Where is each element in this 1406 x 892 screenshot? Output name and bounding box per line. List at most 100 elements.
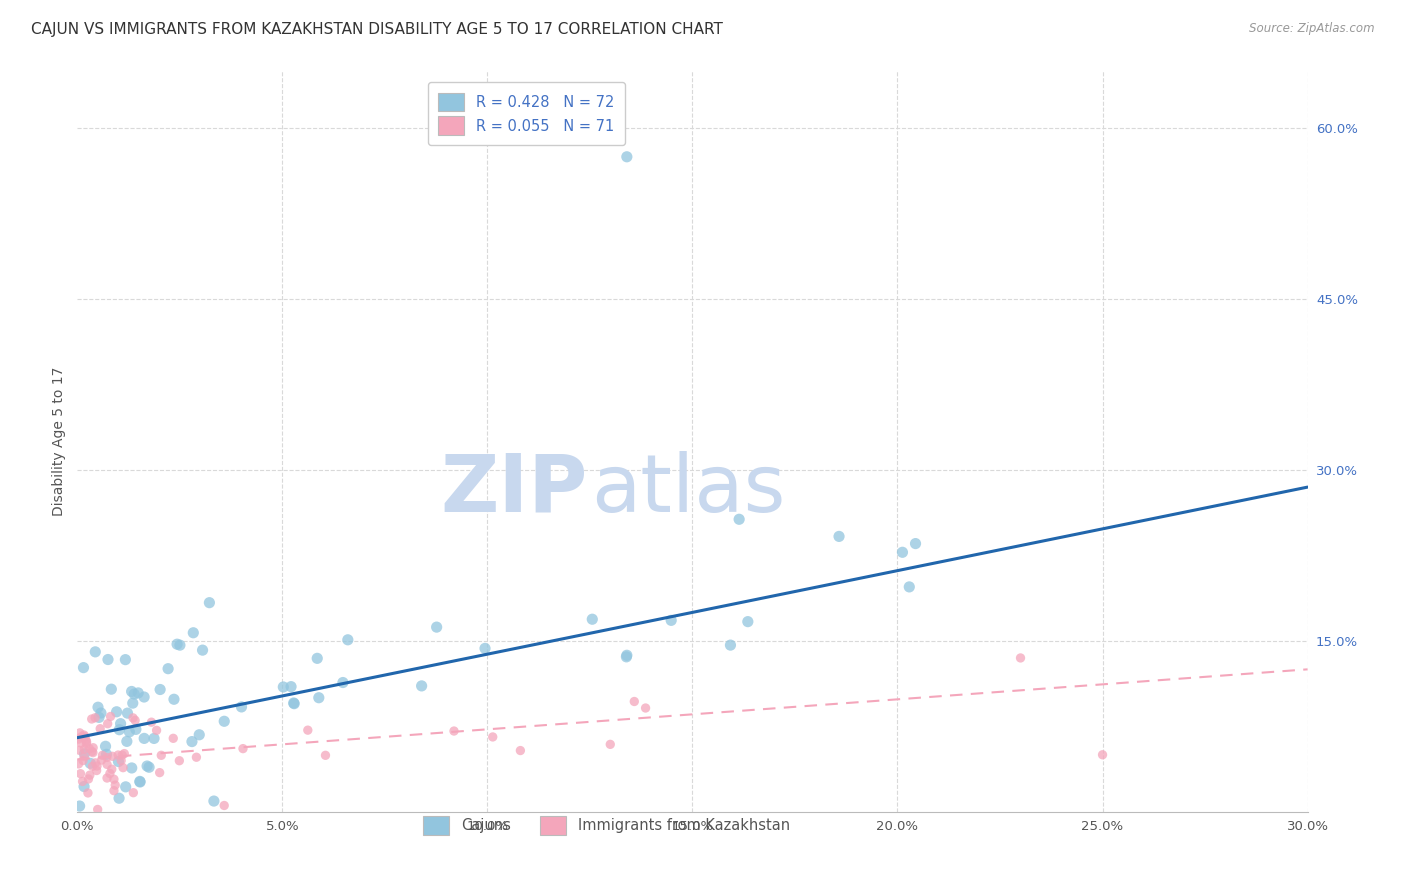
Point xyxy=(169,638,191,652)
Point xyxy=(69,726,91,740)
Point xyxy=(72,774,94,789)
Point xyxy=(103,772,125,787)
Point xyxy=(114,780,136,794)
Point xyxy=(75,737,97,751)
Point xyxy=(103,783,125,797)
Point xyxy=(150,748,173,763)
Point xyxy=(828,529,851,543)
Point xyxy=(149,682,172,697)
Point xyxy=(129,775,152,789)
Point xyxy=(198,596,221,610)
Point xyxy=(145,723,167,738)
Text: CAJUN VS IMMIGRANTS FROM KAZAKHSTAN DISABILITY AGE 5 TO 17 CORRELATION CHART: CAJUN VS IMMIGRANTS FROM KAZAKHSTAN DISA… xyxy=(31,22,723,37)
Point xyxy=(212,798,235,813)
Point xyxy=(67,743,90,757)
Point xyxy=(186,750,208,764)
Point xyxy=(101,749,124,764)
Point xyxy=(509,743,531,757)
Point xyxy=(101,762,124,776)
Point xyxy=(157,662,180,676)
Point xyxy=(96,747,118,762)
Point xyxy=(80,744,103,758)
Point xyxy=(118,724,141,739)
Point xyxy=(122,687,145,701)
Point xyxy=(121,684,143,698)
Point xyxy=(75,733,97,747)
Point xyxy=(134,731,156,746)
Point xyxy=(96,771,118,785)
Point xyxy=(94,739,117,754)
Point xyxy=(481,730,503,744)
Point xyxy=(112,761,135,775)
Point xyxy=(122,786,145,800)
Point xyxy=(100,709,122,723)
Point xyxy=(166,637,188,651)
Point xyxy=(84,756,107,770)
Point xyxy=(112,747,135,761)
Point xyxy=(73,749,96,764)
Point xyxy=(474,641,496,656)
Point xyxy=(163,692,186,706)
Point xyxy=(79,768,101,782)
Point xyxy=(443,724,465,739)
Y-axis label: Disability Age 5 to 17: Disability Age 5 to 17 xyxy=(52,367,66,516)
Point xyxy=(149,765,172,780)
Point xyxy=(616,150,638,164)
Point xyxy=(108,723,131,737)
Point xyxy=(77,772,100,786)
Point xyxy=(121,761,143,775)
Point xyxy=(336,632,359,647)
Point xyxy=(280,680,302,694)
Point xyxy=(904,536,927,550)
Point xyxy=(115,734,138,748)
Text: ZIP: ZIP xyxy=(440,450,588,529)
Point xyxy=(91,748,114,763)
Point xyxy=(79,741,101,756)
Point xyxy=(110,754,132,768)
Point xyxy=(90,706,112,720)
Point xyxy=(891,545,914,559)
Point xyxy=(1010,651,1032,665)
Point xyxy=(96,750,118,764)
Point xyxy=(73,742,96,756)
Point xyxy=(122,711,145,725)
Point xyxy=(127,686,149,700)
Point xyxy=(107,755,129,769)
Point xyxy=(720,638,742,652)
Point xyxy=(141,715,163,730)
Point xyxy=(737,615,759,629)
Point xyxy=(271,680,294,694)
Point xyxy=(84,645,107,659)
Point xyxy=(132,690,155,704)
Point xyxy=(70,736,93,750)
Point xyxy=(162,731,184,746)
Point xyxy=(82,746,104,760)
Point xyxy=(181,734,204,748)
Point xyxy=(898,580,921,594)
Point xyxy=(231,700,253,714)
Point xyxy=(623,694,645,708)
Point xyxy=(121,696,143,710)
Point xyxy=(84,711,107,725)
Point xyxy=(117,706,139,720)
Point xyxy=(616,648,638,663)
Point xyxy=(72,660,94,674)
Text: Source: ZipAtlas.com: Source: ZipAtlas.com xyxy=(1250,22,1375,36)
Point xyxy=(616,649,638,664)
Point xyxy=(69,799,91,814)
Point xyxy=(581,612,603,626)
Point xyxy=(87,710,110,724)
Point xyxy=(283,697,305,711)
Point xyxy=(72,754,94,768)
Point xyxy=(89,722,111,736)
Point xyxy=(80,712,103,726)
Point xyxy=(97,652,120,666)
Point xyxy=(79,756,101,771)
Point xyxy=(98,766,121,780)
Point xyxy=(100,682,122,697)
Point xyxy=(73,728,96,742)
Point xyxy=(90,753,112,767)
Point xyxy=(107,747,129,762)
Point xyxy=(97,716,120,731)
Point xyxy=(599,737,621,751)
